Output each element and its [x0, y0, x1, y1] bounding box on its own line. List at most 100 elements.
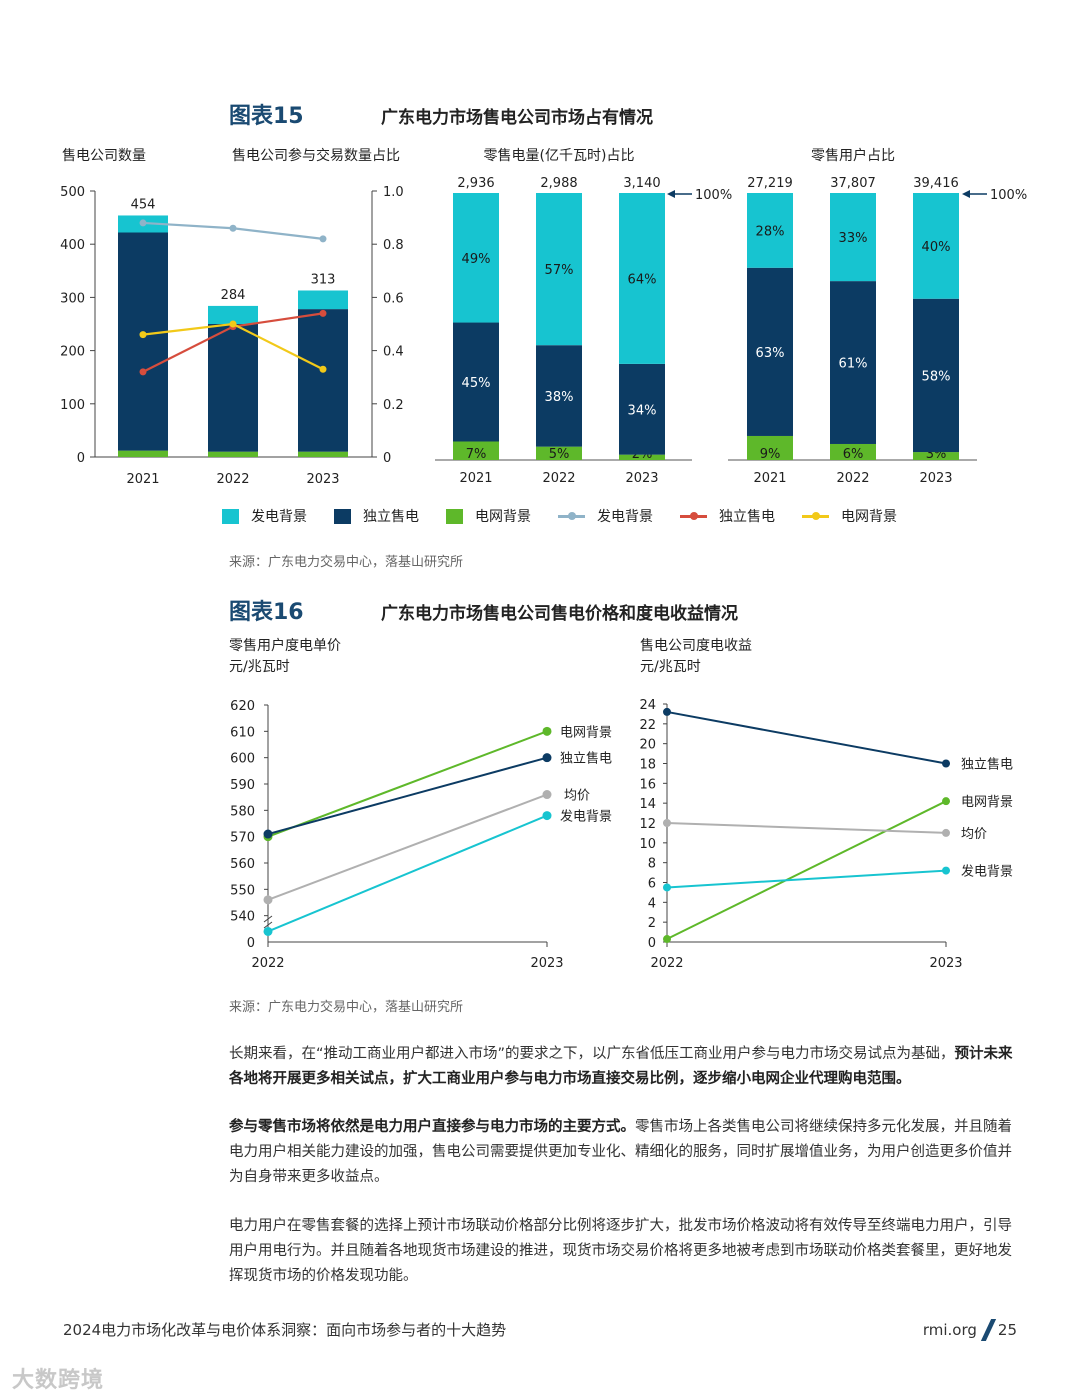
chart-a-line-point: [139, 368, 147, 376]
chart-d-point: [263, 926, 273, 936]
chart-e-series-line: [666, 822, 947, 834]
chart-b-bar-segment: [453, 441, 499, 460]
figure-15-number: 图表15: [229, 104, 304, 129]
chart-c-total-label: 39,416: [913, 176, 959, 191]
chart-b-bar-segment: [453, 322, 499, 442]
chart-b-x-label: 2023: [625, 471, 658, 486]
chart-a-bar-segment: [298, 309, 348, 452]
figure-15-legend: 发电背景 独立售电 电网背景 发电背景 独立售电 电网背景: [222, 506, 924, 526]
legend-label: 发电背景: [597, 509, 653, 525]
chart-c-segment-label: 6%: [843, 447, 864, 462]
chart-d-y-tick-label: 570: [230, 831, 255, 846]
chart-c-segment-label: 28%: [756, 224, 785, 239]
chart-d-series-label: 电网背景: [560, 725, 612, 740]
chart-c-bar-segment: [830, 193, 876, 282]
chart-d-y-tick-label: 550: [230, 883, 255, 898]
chart-b-bar-segment: [536, 446, 582, 460]
legend-swatch: [222, 508, 239, 524]
figure-16-charts: 零售用户度电单价元/兆瓦时540550560570580590600610620…: [229, 637, 1013, 971]
chart-a-x-label: 2021: [126, 472, 159, 487]
chart-a-y2-tick-label: 1.0: [383, 185, 404, 200]
chart-b-bar-segment: [619, 454, 665, 460]
chart-a-title: 售电公司数量: [62, 148, 146, 164]
legend-label: 独立售电: [719, 509, 775, 525]
chart-d-unit: 元/兆瓦时: [229, 659, 290, 675]
chart-e-y-tick-label: 10: [639, 837, 656, 852]
chart-b-bar-segment: [619, 193, 665, 364]
chart-a-bar-segment: [208, 305, 258, 324]
chart-b-bar-segment: [536, 345, 582, 447]
chart-e-series-line: [666, 869, 947, 889]
chart-e-y-tick-label: 8: [648, 857, 656, 872]
chart-b-marker-arrow-icon: [667, 190, 675, 198]
slash-icon: [980, 1319, 997, 1341]
chart-e-series-label: 发电背景: [961, 864, 1013, 880]
chart-c-total-label: 37,807: [830, 176, 876, 191]
chart-d-x-label: 2023: [530, 956, 563, 971]
footer-site-link[interactable]: rmi.org: [922, 1321, 977, 1339]
legend-label: 电网背景: [475, 509, 531, 525]
footer-title: 2024电力市场化改革与电价体系洞察：面向市场参与者的十大趋势: [63, 1321, 507, 1339]
chart-a-bar-segment: [118, 450, 168, 457]
figure-16-number: 图表16: [229, 600, 304, 625]
figure-15-title: 广东电力市场售电公司市场占有情况: [381, 108, 653, 128]
legend-bar-grid: 电网背景: [446, 506, 531, 526]
chart-e-y-tick-label: 0: [648, 936, 656, 951]
watermark: 大数跨境: [12, 1368, 105, 1393]
chart-b-segment-label: 64%: [628, 272, 657, 287]
chart-a-y-tick-label: 0: [77, 451, 85, 466]
page-number: 25: [997, 1321, 1017, 1339]
chart-c-bar-segment: [830, 443, 876, 460]
legend-bar-ind: 独立售电: [334, 506, 419, 526]
chart-e-y-tick-label: 2: [648, 916, 656, 931]
chart-a-y2-title: 售电公司参与交易数量占比: [232, 147, 400, 164]
chart-a-y-tick-label: 400: [60, 238, 85, 253]
chart-c-segment-label: 40%: [922, 240, 951, 255]
chart-c-x-label: 2022: [836, 471, 869, 486]
chart-b-total-label: 2,988: [540, 176, 577, 191]
legend-line-ind: 独立售电: [680, 506, 775, 526]
chart-b-total-label: 3,140: [623, 176, 660, 191]
chart-e-series-label: 独立售电: [961, 757, 1013, 773]
legend-label: 发电背景: [251, 509, 307, 525]
chart-e-series-label: 电网背景: [961, 795, 1013, 810]
chart-d-point: [542, 811, 552, 821]
chart-a-y2-tick-label: 0.6: [383, 291, 404, 306]
figure-16-header: 图表16 广东电力市场售电公司售电价格和度电收益情况: [229, 594, 738, 626]
chart-c-segment-label: 58%: [922, 369, 951, 384]
chart-a-bar-segment: [208, 451, 258, 457]
chart-a-bar-segment: [298, 451, 348, 457]
chart-a-bar-segment: [118, 232, 168, 451]
chart-e-unit: 元/兆瓦时: [640, 659, 701, 675]
chart-b-segment-label: 7%: [466, 447, 487, 462]
chart-c-x-label: 2023: [919, 471, 952, 486]
figure-15-charts: 售电公司数量 售电公司参与交易数量占比 0 100 200 300 400 500 0 0.2 0.…: [60, 147, 1027, 487]
figure-16-title: 广东电力市场售电公司售电价格和度电收益情况: [381, 604, 738, 624]
chart-e-x-label: 2022: [650, 956, 683, 971]
legend-label: 独立售电: [363, 509, 419, 525]
legend-label: 电网背景: [841, 509, 897, 525]
chart-e-y-tick-label: 4: [648, 896, 656, 911]
chart-c-bar-segment: [747, 193, 793, 268]
chart-d-point: [542, 753, 552, 763]
chart-c-total-label: 27,219: [747, 176, 793, 191]
chart-e-y-tick-label: 22: [639, 718, 656, 733]
chart-b-marker-label: 100%: [695, 188, 732, 203]
chart-d-y-tick-label: 620: [230, 699, 255, 714]
chart-d-x-label: 2022: [251, 956, 284, 971]
paragraph-1-bold: 预计未来各地将开展更多相关试点，扩大工商业用户参与电力市场直接交易比例，逐步缩小…: [229, 1046, 1013, 1087]
chart-e-y-tick-label: 12: [639, 817, 656, 832]
chart-a-y2-tick-label: 0.2: [383, 398, 404, 413]
chart-c-marker-arrow-icon: [962, 190, 970, 198]
chart-a-total-label: 454: [131, 197, 156, 212]
chart-e-y-tick-label: 18: [639, 758, 656, 773]
chart-e-point: [663, 935, 671, 944]
legend-line-grid: 电网背景: [802, 506, 897, 526]
chart-d-axis-break-icon: [263, 915, 273, 923]
chart-b-segment-label: 49%: [462, 252, 491, 267]
chart-b-segment-label: 5%: [549, 447, 570, 462]
chart-a-bar-segment: [208, 324, 258, 452]
chart-d-y-tick-label: 580: [230, 804, 255, 819]
chart-e-point: [942, 759, 950, 768]
chart-d-point: [542, 790, 552, 800]
